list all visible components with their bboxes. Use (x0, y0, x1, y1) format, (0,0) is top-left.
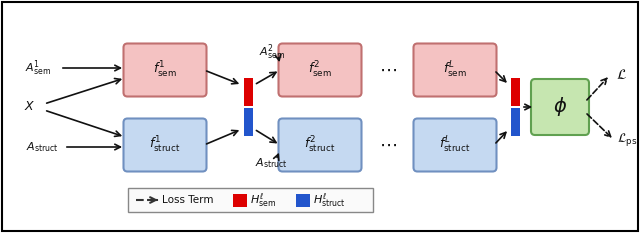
Text: $\mathcal{L}$: $\mathcal{L}$ (616, 68, 628, 82)
Text: $X$: $X$ (24, 100, 36, 113)
FancyBboxPatch shape (413, 119, 497, 171)
Bar (511, 78, 520, 106)
Text: Loss Term: Loss Term (162, 195, 214, 205)
Text: $A^1_{\mathrm{sem}}$: $A^1_{\mathrm{sem}}$ (25, 58, 51, 78)
Text: $\cdots$: $\cdots$ (378, 61, 397, 79)
Text: $H^\ell_{\mathrm{struct}}$: $H^\ell_{\mathrm{struct}}$ (313, 191, 346, 209)
FancyBboxPatch shape (124, 44, 207, 96)
Text: $H^\ell_{\mathrm{sem}}$: $H^\ell_{\mathrm{sem}}$ (250, 191, 276, 209)
Text: $A_{\mathrm{struct}}$: $A_{\mathrm{struct}}$ (255, 156, 287, 170)
Text: $\phi$: $\phi$ (553, 96, 567, 119)
FancyBboxPatch shape (2, 2, 638, 231)
Text: $f^2_{\mathrm{struct}}$: $f^2_{\mathrm{struct}}$ (304, 135, 336, 155)
Text: $\mathcal{L}_{\mathrm{ps}}$: $\mathcal{L}_{\mathrm{ps}}$ (617, 131, 637, 148)
FancyBboxPatch shape (278, 119, 362, 171)
Bar (233, 193, 247, 206)
Text: $\cdots$: $\cdots$ (378, 136, 397, 154)
Text: $f^2_{\mathrm{sem}}$: $f^2_{\mathrm{sem}}$ (308, 60, 332, 80)
Bar (243, 78, 253, 106)
Text: $f^L_{\mathrm{sem}}$: $f^L_{\mathrm{sem}}$ (443, 60, 467, 80)
Text: $A_{\mathrm{struct}}$: $A_{\mathrm{struct}}$ (26, 140, 58, 154)
FancyBboxPatch shape (128, 188, 373, 212)
FancyBboxPatch shape (124, 119, 207, 171)
Text: $f^1_{\mathrm{struct}}$: $f^1_{\mathrm{struct}}$ (149, 135, 180, 155)
Text: $A^2_{\mathrm{sem}}$: $A^2_{\mathrm{sem}}$ (259, 42, 285, 62)
FancyBboxPatch shape (413, 44, 497, 96)
Text: $f^L_{\mathrm{struct}}$: $f^L_{\mathrm{struct}}$ (439, 135, 471, 155)
Bar (511, 108, 520, 136)
Bar (243, 108, 253, 136)
FancyBboxPatch shape (531, 79, 589, 135)
Bar (296, 193, 310, 206)
FancyBboxPatch shape (278, 44, 362, 96)
Text: $f^1_{\mathrm{sem}}$: $f^1_{\mathrm{sem}}$ (153, 60, 177, 80)
